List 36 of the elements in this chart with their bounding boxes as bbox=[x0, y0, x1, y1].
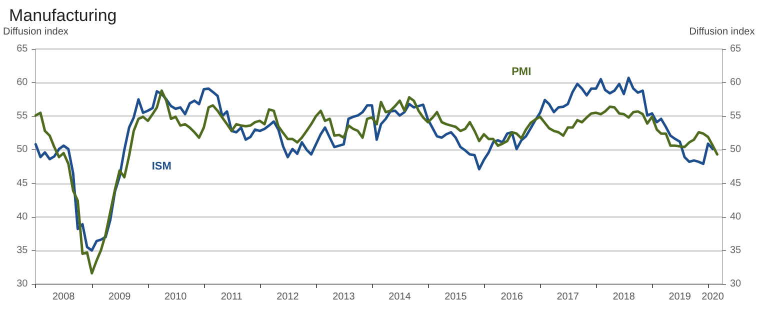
y-tick-label: 30 bbox=[16, 278, 28, 290]
y2-tick-label: 60 bbox=[730, 77, 742, 88]
text: PMI bbox=[512, 66, 532, 78]
y2-tick-label: 30 bbox=[730, 278, 742, 290]
x-tick-label: 2015 bbox=[444, 292, 468, 302]
x-tick-label: 2017 bbox=[556, 292, 580, 302]
y-tick-label: 35 bbox=[16, 244, 28, 256]
y-tick-label: 40 bbox=[16, 211, 28, 222]
x-tick-label: 2018 bbox=[612, 292, 636, 302]
x-tick-label: 2020 bbox=[702, 292, 724, 302]
y-tick-label: 60 bbox=[16, 77, 28, 88]
x-tick-label: 2019 bbox=[668, 292, 692, 302]
y2-tick-label: 35 bbox=[730, 244, 742, 256]
y2-tick-label: 40 bbox=[730, 211, 742, 222]
x-tick-label: 2012 bbox=[276, 292, 300, 302]
x-tick-label: 2014 bbox=[388, 292, 412, 302]
x-tick-label: 2010 bbox=[164, 292, 188, 302]
x-tick-label: 2016 bbox=[500, 292, 524, 302]
y2-tick-label: 50 bbox=[730, 144, 742, 156]
x-tick-label: 2011 bbox=[220, 292, 243, 302]
y2-tick-label: 65 bbox=[730, 44, 742, 54]
x-tick-label: 2008 bbox=[52, 292, 76, 302]
line-series bbox=[34, 89, 718, 275]
text: ISM bbox=[152, 160, 172, 172]
y-tick-label: 65 bbox=[16, 44, 28, 54]
chart-title: Manufacturing bbox=[9, 6, 117, 25]
x-tick-label: 2013 bbox=[332, 292, 356, 302]
y-tick-label: 45 bbox=[16, 178, 28, 189]
y-tick-label: 50 bbox=[16, 144, 28, 156]
y-axis-title: Diffusion index bbox=[2, 26, 68, 38]
y2-axis-title: Diffusion index bbox=[689, 26, 755, 38]
line-series bbox=[34, 76, 714, 252]
y2-tick-label: 45 bbox=[730, 178, 742, 189]
x-tick-label: 2009 bbox=[108, 292, 132, 302]
y2-tick-label: 55 bbox=[730, 110, 742, 122]
y-tick-label: 55 bbox=[16, 110, 28, 122]
